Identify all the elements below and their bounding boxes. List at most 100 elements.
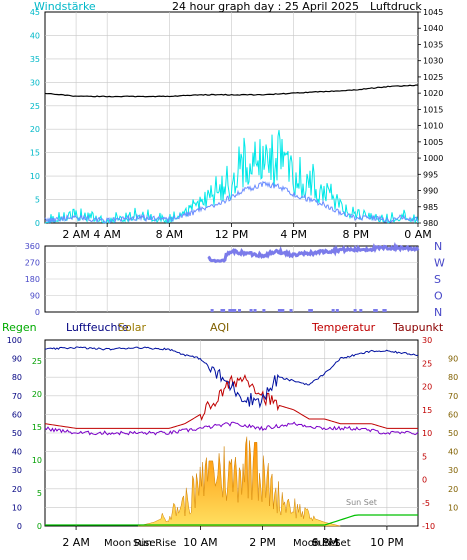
astronomy-event-label: Moon Rise: [104, 538, 155, 549]
pressure-tick-label: 1025: [423, 73, 443, 82]
legend-label: AQI: [210, 321, 229, 334]
wind-direction-dot: [222, 309, 226, 312]
pressure-tick-label: 1015: [423, 105, 443, 114]
pressure-line: [44, 84, 419, 98]
solar-tick-label: 70: [448, 392, 458, 401]
astronomy-event-label: Moon Set: [293, 538, 340, 549]
solar-tick-label: 10: [448, 503, 458, 512]
astronomy-event-label: Sun Set: [346, 498, 377, 507]
rain-line: [45, 514, 418, 526]
wind-tick-label: 10: [30, 172, 40, 181]
temperature-tick-label: 30: [422, 336, 432, 345]
compass-label: N: [434, 306, 442, 319]
wind-direction-dot: [277, 309, 281, 312]
top-title: 24 hour graph day : 25 April 2025: [172, 0, 359, 13]
wind-direction-dot: [308, 309, 312, 312]
solar-tick-label: 90: [448, 355, 458, 364]
wind-direction-dot: [335, 309, 339, 312]
wind-direction-dot: [233, 309, 237, 312]
astronomy-event-label: Sun Set: [312, 538, 351, 549]
wind-direction-dot: [238, 309, 242, 312]
pressure-tick-label: 980: [423, 219, 438, 228]
wind-direction-line: [207, 242, 420, 264]
bottom-series: [44, 346, 419, 527]
direction-tick-label: 270: [25, 259, 40, 268]
legend-label: Luftfeuchte: [66, 321, 129, 334]
humidity-line: [44, 346, 419, 409]
humidity-tick-label: 100: [7, 336, 22, 345]
humidity-tick-label: 70: [12, 392, 22, 401]
temperature-tick-label: 10: [422, 429, 432, 438]
wind-tick-label: 25: [30, 102, 40, 111]
direction-tick-label: 0: [35, 308, 40, 317]
direction-tick-label: 90: [30, 292, 40, 301]
wind-direction-dot: [359, 309, 363, 312]
wind-axis-label: Windstärke: [34, 0, 96, 13]
wind-tick-label: 30: [30, 78, 40, 87]
humidity-tick-label: 10: [12, 503, 22, 512]
rain-tick-label: 10: [32, 456, 42, 465]
top-x-tick-label: 2 AM: [62, 228, 90, 241]
rain-tick-label: 25: [32, 357, 42, 366]
astronomy-event-label: Sun Rise: [133, 538, 176, 549]
wind-tick-label: 0: [35, 219, 40, 228]
solar-tick-label: 40: [448, 448, 458, 457]
wind-direction-dot: [382, 309, 386, 312]
pressure-tick-label: 1035: [423, 40, 443, 49]
wind-direction-dot: [289, 309, 293, 312]
humidity-tick-label: 0: [17, 522, 22, 531]
pressure-tick-label: 1005: [423, 138, 443, 147]
temperature-tick-label: 20: [422, 383, 432, 392]
rain-tick-label: 20: [32, 390, 42, 399]
top-right-axis: 1045 1040 1035 1030 1025 1020 1015 1010 1005 1000…: [418, 8, 443, 228]
legend-label: Regen: [2, 321, 37, 334]
dewpoint-line: [44, 421, 419, 436]
wind-tick-label: 5: [35, 196, 40, 205]
temperature-line: [44, 373, 418, 429]
top-x-tick-label: 4 AM: [93, 228, 121, 241]
solar-tick-label: 50: [448, 429, 458, 438]
pressure-tick-label: 1040: [423, 24, 443, 33]
top-wind-series: [44, 130, 419, 225]
pressure-tick-label: 1010: [423, 122, 443, 131]
bottom-x-tick-label: 2 AM: [62, 536, 90, 549]
direction-grid: [45, 246, 418, 312]
direction-left-axis: 360 270 180 90 0: [25, 242, 40, 317]
solar-axis: 90 80 70 60 50 40 30 20 10: [448, 355, 458, 513]
direction-series: [207, 242, 420, 312]
wind-direction-dot: [210, 309, 214, 312]
pressure-tick-label: 1000: [423, 154, 443, 163]
temperature-tick-label: 0: [422, 476, 427, 485]
bottom-x-axis: 2 AM 10 AM 2 PM 6 PM 10 PM: [62, 526, 404, 549]
wind-tick-label: 20: [30, 125, 40, 134]
legend-label: Taupunkt: [392, 321, 444, 334]
wind-average-line: [44, 180, 419, 225]
pressure-tick-label: 990: [423, 187, 438, 196]
rain-axis: 25 20 15 10 5 0: [32, 357, 42, 531]
pressure-tick-label: 1020: [423, 89, 443, 98]
top-x-tick-label: 0 AM: [404, 228, 432, 241]
pressure-tick-label: 1045: [423, 8, 443, 17]
rain-tick-label: 0: [37, 522, 42, 531]
top-x-tick-label: 12 PM: [215, 228, 249, 241]
solar-tick-label: 30: [448, 466, 458, 475]
pressure-tick-label: 1030: [423, 57, 443, 66]
solar-tick-label: 80: [448, 373, 458, 382]
direction-tick-label: 180: [25, 275, 40, 284]
direction-tick-label: 360: [25, 242, 40, 251]
humidity-tick-label: 30: [12, 466, 22, 475]
pressure-axis-label: Luftdruck: [370, 0, 422, 13]
solar-tick-label: 20: [448, 485, 458, 494]
top-pressure-series: [44, 84, 419, 98]
wind-direction-dot: [331, 309, 335, 312]
top-x-tick-label: 8 PM: [343, 228, 370, 241]
wind-tick-label: 15: [30, 149, 40, 158]
temperature-tick-label: -5: [422, 499, 430, 508]
wind-tick-label: 35: [30, 55, 40, 64]
solar-tick-label: 60: [448, 410, 458, 419]
bottom-x-tick-label: 10 PM: [370, 536, 404, 549]
wind-direction-dot: [220, 309, 224, 312]
